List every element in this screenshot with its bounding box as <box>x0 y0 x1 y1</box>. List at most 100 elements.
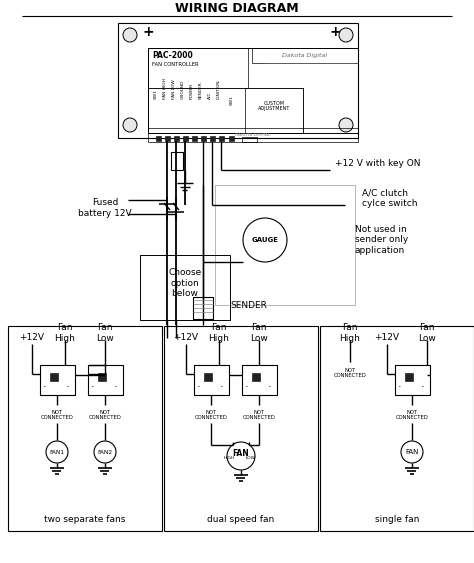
Circle shape <box>94 441 116 463</box>
Circle shape <box>401 441 423 463</box>
Circle shape <box>46 441 68 463</box>
Text: NOT
CONNECTED: NOT CONNECTED <box>334 368 366 378</box>
Text: FAN: FAN <box>405 449 419 455</box>
Text: +12V: +12V <box>173 333 199 342</box>
Text: PAC-2000: PAC-2000 <box>152 51 193 60</box>
Text: +12 V with key ON: +12 V with key ON <box>335 159 420 168</box>
Bar <box>320 326 474 531</box>
Bar <box>405 373 413 381</box>
Text: IGNITION: IGNITION <box>217 79 221 99</box>
Text: WIRING DIAGRAM: WIRING DIAGRAM <box>175 2 299 16</box>
Text: FAN1: FAN1 <box>49 449 64 454</box>
Text: GAUGE: GAUGE <box>252 237 279 243</box>
Bar <box>174 136 179 141</box>
Bar <box>164 326 318 531</box>
Bar <box>194 365 229 395</box>
Bar <box>140 255 230 320</box>
Text: FAN: FAN <box>233 449 249 458</box>
Text: +12V: +12V <box>374 333 400 342</box>
Text: NOT
CONNECTED: NOT CONNECTED <box>195 410 228 421</box>
Text: POWER: POWER <box>190 83 194 99</box>
Text: Fused
battery 12V: Fused battery 12V <box>78 198 132 218</box>
Text: ·: · <box>268 382 272 392</box>
Bar <box>242 365 277 395</box>
Circle shape <box>123 28 137 42</box>
Bar <box>210 136 215 141</box>
Text: NOT
CONNECTED: NOT CONNECTED <box>396 410 428 421</box>
Text: Fan
High: Fan High <box>209 323 229 343</box>
Text: Fan
Low: Fan Low <box>96 323 114 343</box>
Text: +12V: +12V <box>19 333 45 342</box>
Bar <box>156 136 161 141</box>
Bar <box>219 136 224 141</box>
Circle shape <box>123 118 137 132</box>
Text: FAN CONTROLLER: FAN CONTROLLER <box>152 61 199 66</box>
Bar <box>40 365 75 395</box>
Bar <box>242 137 257 142</box>
Text: +: + <box>329 25 341 39</box>
Text: ·: · <box>114 382 118 392</box>
Circle shape <box>339 28 353 42</box>
Text: SW1: SW1 <box>154 89 158 99</box>
Text: SENDER: SENDER <box>230 301 267 310</box>
Text: FAN2: FAN2 <box>98 449 112 454</box>
Text: Fan
High: Fan High <box>339 323 360 343</box>
Bar <box>229 136 234 141</box>
Text: NOT
CONNECTED: NOT CONNECTED <box>41 410 73 421</box>
Text: single fan: single fan <box>375 516 419 525</box>
Text: ·: · <box>220 382 224 392</box>
Bar <box>192 136 197 141</box>
Bar <box>171 152 183 170</box>
Text: two separate fans: two separate fans <box>44 516 126 525</box>
Text: Fan
High: Fan High <box>55 323 75 343</box>
Circle shape <box>227 442 255 470</box>
Text: dual speed fan: dual speed fan <box>207 516 274 525</box>
Text: Fan
Low: Fan Low <box>418 323 436 343</box>
Text: GROUND: GROUND <box>181 79 185 99</box>
Text: DAKOTA DIGITAL: DAKOTA DIGITAL <box>235 133 271 137</box>
Bar <box>193 297 213 319</box>
Text: ·: · <box>43 382 47 392</box>
Text: ·: · <box>91 382 95 392</box>
Text: Dakota Digital: Dakota Digital <box>283 53 328 59</box>
Text: ·: · <box>66 382 70 392</box>
Text: Not used in
sender only
application: Not used in sender only application <box>355 225 408 255</box>
Bar <box>252 48 358 63</box>
Bar <box>148 48 248 88</box>
Text: FAN HIGH: FAN HIGH <box>163 78 167 99</box>
Bar <box>183 136 188 141</box>
Bar <box>252 373 260 381</box>
Circle shape <box>339 118 353 132</box>
Bar <box>118 23 358 138</box>
Circle shape <box>243 218 287 262</box>
Bar <box>88 365 123 395</box>
Bar <box>204 373 212 381</box>
Text: +: + <box>142 25 154 39</box>
Bar <box>148 88 303 133</box>
Text: SW1: SW1 <box>230 95 234 105</box>
Text: ·: · <box>398 382 402 392</box>
Bar <box>98 373 106 381</box>
Text: ·: · <box>245 382 249 392</box>
Bar <box>201 136 206 141</box>
Bar <box>215 185 355 305</box>
Text: CUSTOM
ADJUSTMENT: CUSTOM ADJUSTMENT <box>258 101 290 111</box>
Bar <box>50 373 58 381</box>
Text: ·: · <box>421 382 425 392</box>
Text: Choose
option
below: Choose option below <box>168 268 201 298</box>
Text: A/C clutch
cylce switch: A/C clutch cylce switch <box>362 188 418 208</box>
Bar <box>8 326 162 531</box>
Text: Fan
Low: Fan Low <box>250 323 268 343</box>
Bar <box>245 88 303 133</box>
Bar <box>395 365 430 395</box>
Text: LOW: LOW <box>246 456 256 460</box>
Bar <box>165 136 170 141</box>
Text: NOT
CONNECTED: NOT CONNECTED <box>89 410 121 421</box>
Text: ·: · <box>197 382 201 392</box>
Bar <box>148 128 358 142</box>
Text: A/C: A/C <box>208 92 212 99</box>
Text: HIGH: HIGH <box>224 456 235 460</box>
Bar <box>148 48 358 133</box>
Text: NOT
CONNECTED: NOT CONNECTED <box>243 410 275 421</box>
Text: FAN LOW: FAN LOW <box>172 79 176 99</box>
